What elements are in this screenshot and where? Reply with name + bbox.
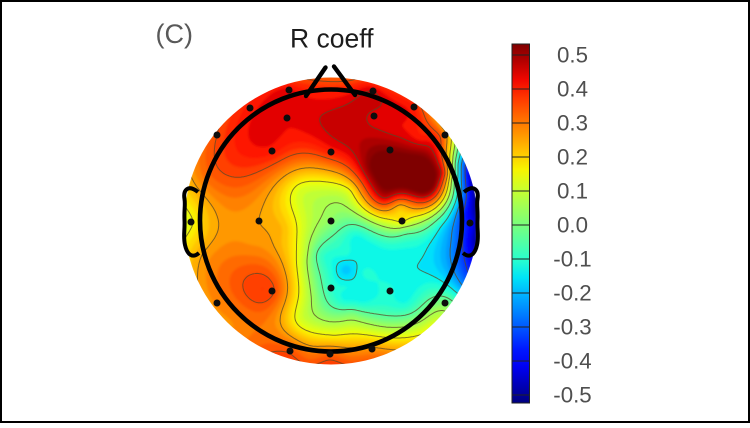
svg-text:-0.1: -0.1 — [553, 247, 591, 272]
svg-text:-0.4: -0.4 — [553, 349, 591, 374]
svg-text:0.4: 0.4 — [557, 77, 588, 102]
svg-text:0.0: 0.0 — [557, 213, 588, 238]
svg-text:0.5: 0.5 — [557, 43, 588, 68]
svg-text:0.2: 0.2 — [557, 145, 588, 170]
svg-text:0.3: 0.3 — [557, 111, 588, 136]
svg-text:-0.2: -0.2 — [553, 281, 591, 306]
svg-text:(C): (C) — [156, 19, 193, 49]
svg-text:R coeff: R coeff — [290, 24, 374, 54]
svg-text:-0.5: -0.5 — [553, 383, 591, 408]
svg-text:-0.3: -0.3 — [553, 315, 591, 340]
svg-text:0.1: 0.1 — [557, 179, 588, 204]
